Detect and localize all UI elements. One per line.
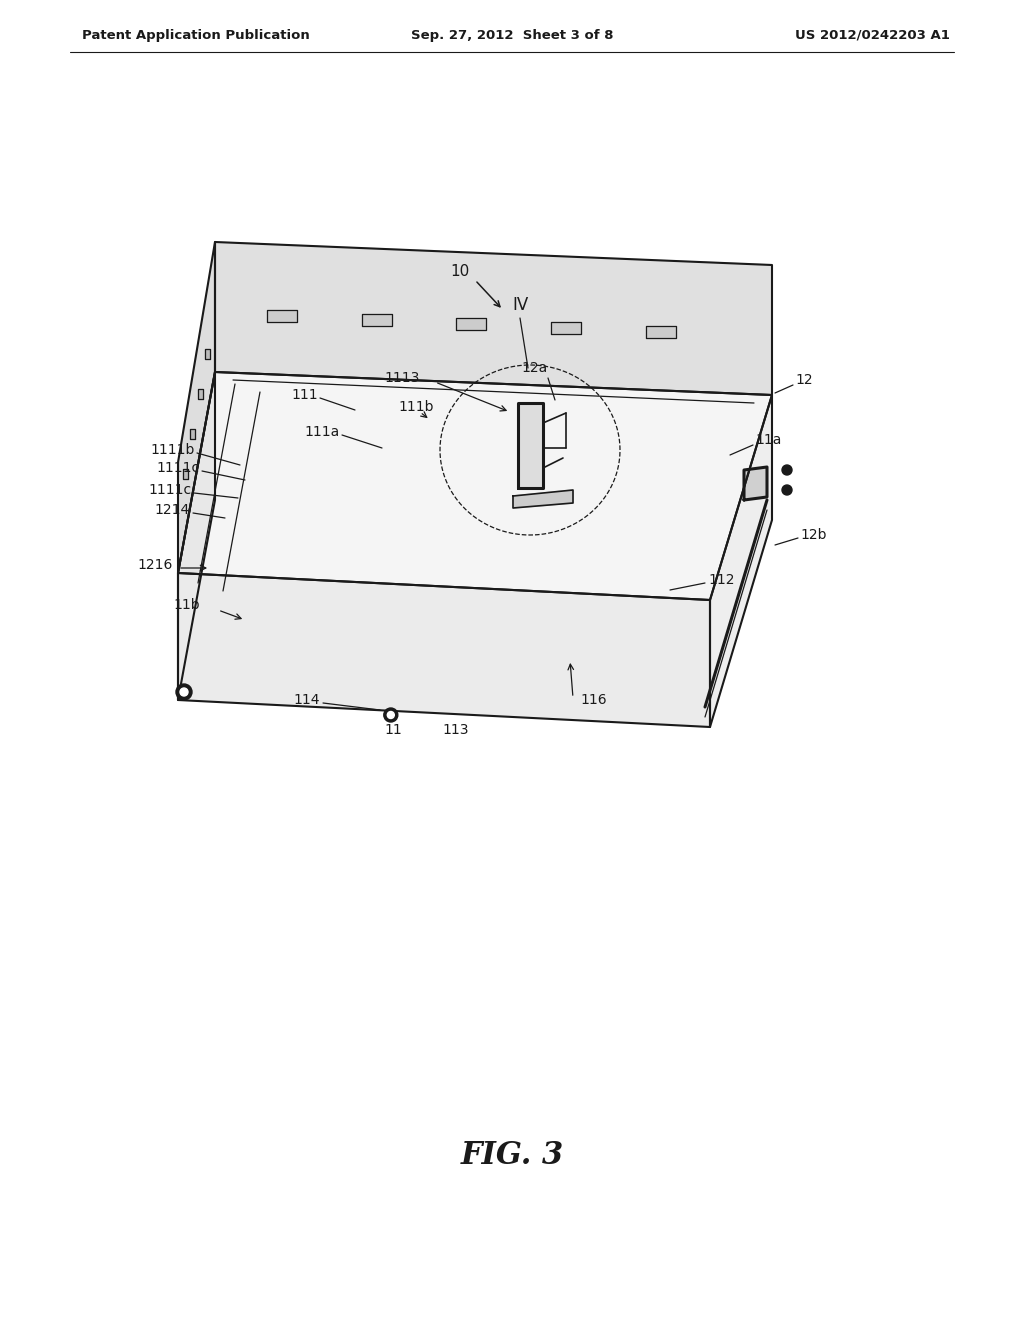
- Text: 111a: 111a: [305, 425, 340, 440]
- Text: 1113: 1113: [385, 371, 420, 385]
- Polygon shape: [198, 389, 203, 399]
- Text: 12: 12: [795, 374, 813, 387]
- Circle shape: [387, 711, 394, 718]
- Circle shape: [782, 484, 792, 495]
- Text: 111: 111: [292, 388, 318, 403]
- Polygon shape: [457, 318, 486, 330]
- Text: 1111c: 1111c: [148, 483, 193, 498]
- Polygon shape: [513, 490, 573, 508]
- Polygon shape: [744, 467, 767, 500]
- Polygon shape: [518, 403, 543, 488]
- Text: 116: 116: [580, 693, 606, 708]
- Text: IV: IV: [512, 296, 528, 314]
- Polygon shape: [267, 310, 297, 322]
- Text: 111b: 111b: [398, 400, 433, 414]
- Polygon shape: [710, 395, 772, 727]
- Polygon shape: [183, 470, 188, 479]
- Polygon shape: [178, 372, 772, 601]
- Text: 114: 114: [294, 693, 319, 708]
- Text: 12b: 12b: [800, 528, 826, 543]
- Circle shape: [176, 684, 193, 700]
- Polygon shape: [215, 242, 772, 395]
- Polygon shape: [178, 573, 710, 727]
- Text: 10: 10: [451, 264, 470, 280]
- Circle shape: [180, 688, 188, 696]
- Polygon shape: [645, 326, 676, 338]
- Text: 1214: 1214: [155, 503, 190, 517]
- Text: 11b: 11b: [173, 598, 200, 612]
- Text: US 2012/0242203 A1: US 2012/0242203 A1: [795, 29, 950, 41]
- Polygon shape: [178, 372, 215, 700]
- Text: 1111c: 1111c: [157, 461, 200, 475]
- Circle shape: [782, 465, 792, 475]
- Text: Patent Application Publication: Patent Application Publication: [82, 29, 309, 41]
- Polygon shape: [205, 348, 210, 359]
- Text: Sep. 27, 2012  Sheet 3 of 8: Sep. 27, 2012 Sheet 3 of 8: [411, 29, 613, 41]
- Polygon shape: [190, 429, 196, 440]
- Text: 1216: 1216: [137, 558, 173, 572]
- Text: 12a: 12a: [522, 360, 548, 375]
- Text: 11: 11: [384, 723, 401, 737]
- Text: 11a: 11a: [755, 433, 781, 447]
- Polygon shape: [361, 314, 391, 326]
- Text: 113: 113: [442, 723, 469, 737]
- Circle shape: [384, 708, 397, 722]
- Text: FIG. 3: FIG. 3: [461, 1139, 563, 1171]
- Text: 1111b: 1111b: [151, 444, 195, 457]
- Polygon shape: [178, 242, 215, 573]
- Polygon shape: [551, 322, 581, 334]
- Text: 112: 112: [708, 573, 734, 587]
